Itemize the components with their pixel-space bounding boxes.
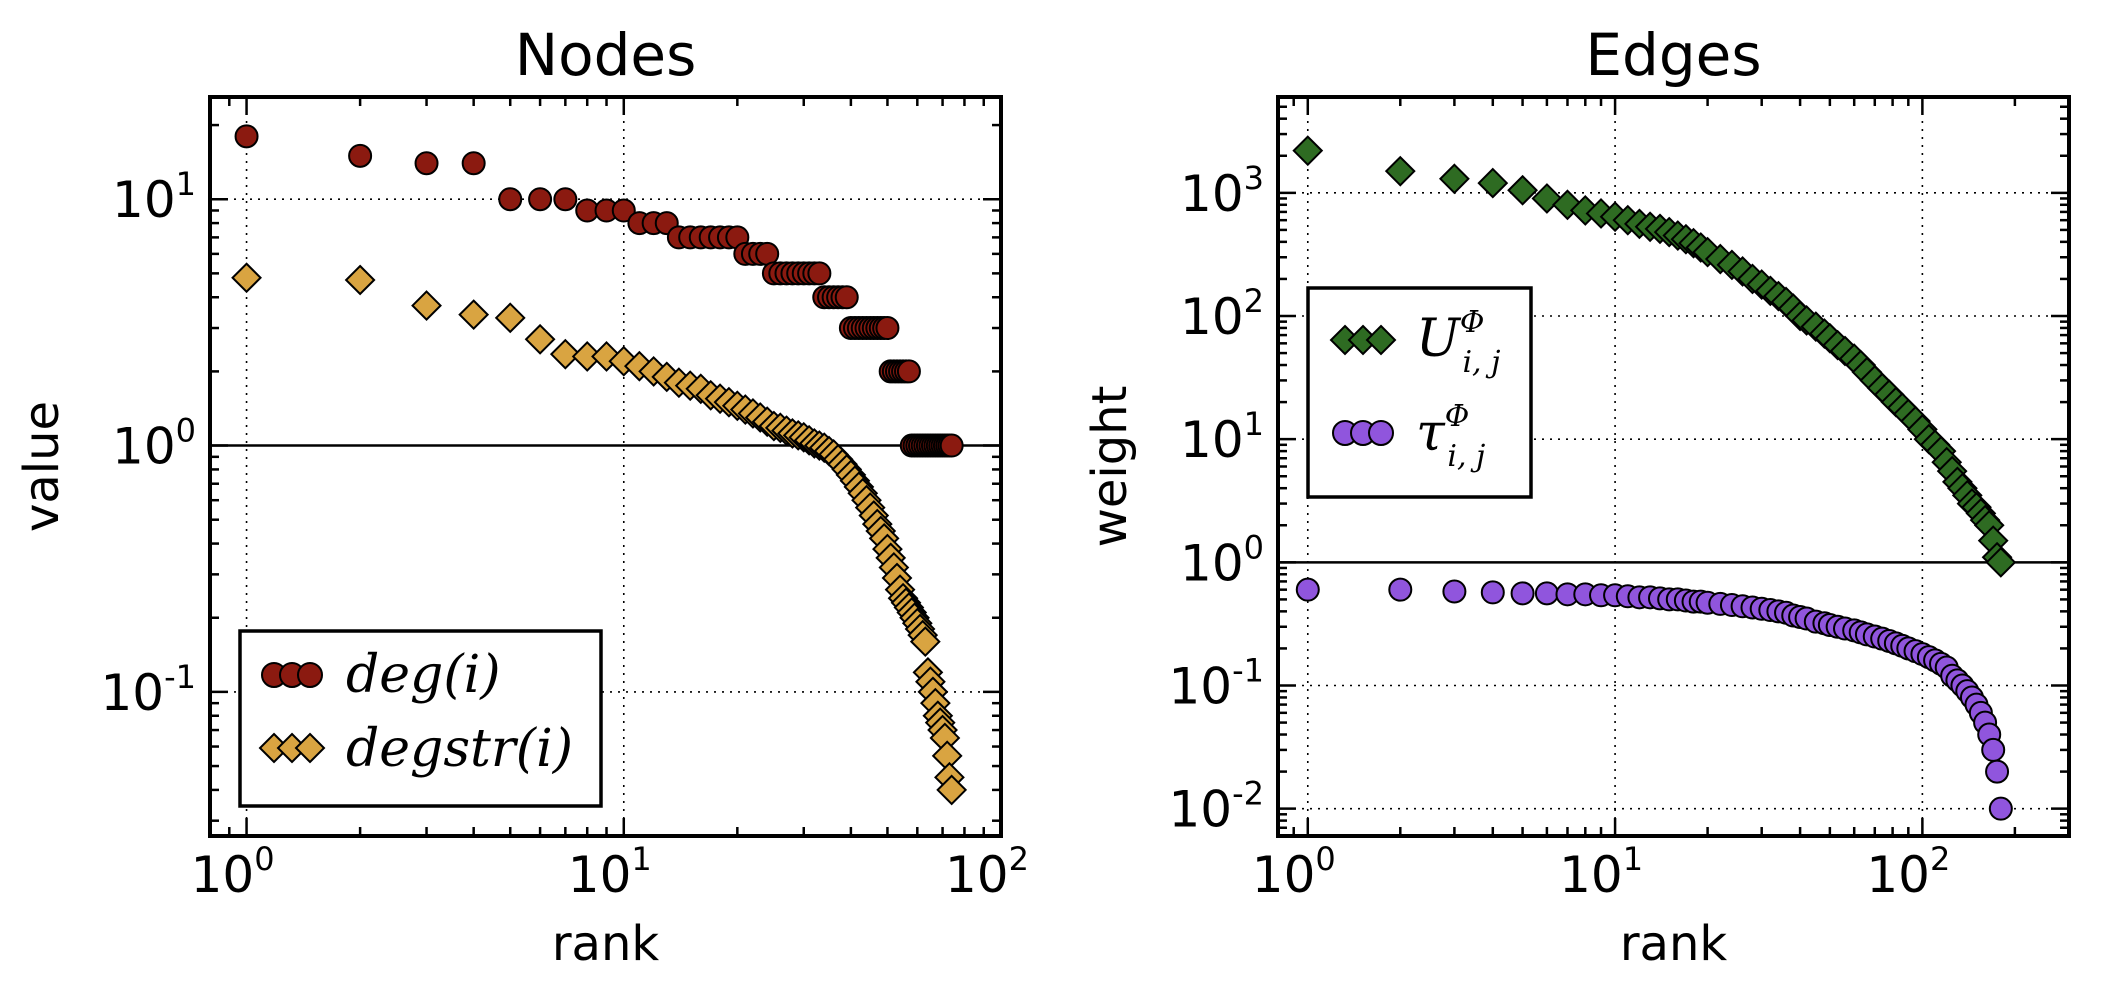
data-point — [909, 626, 941, 658]
data-point — [458, 299, 490, 331]
data-point — [553, 187, 578, 212]
data-point — [1507, 174, 1538, 206]
legend-marker-tau — [1332, 420, 1394, 446]
nodes-ticks: 100 101 102 10-1 100 101 — [100, 97, 1029, 904]
series-1-points — [231, 262, 968, 806]
data-point — [611, 198, 636, 223]
legend-marker-u — [1329, 324, 1397, 356]
nodes-grid — [210, 97, 1001, 836]
data-point — [234, 124, 259, 149]
data-point — [875, 316, 900, 341]
data-point — [549, 338, 581, 370]
x-tick-label: 102 — [1866, 840, 1950, 904]
x-tick-label: 102 — [945, 840, 1029, 904]
data-point — [1388, 577, 1413, 602]
series-0-points — [234, 124, 964, 458]
legend-label-deg: deg(i) — [346, 645, 501, 705]
data-point — [498, 187, 523, 212]
nodes-chart-title: Nodes — [515, 21, 697, 89]
nodes-y-axis-label: value — [14, 401, 70, 532]
data-point — [1384, 155, 1416, 187]
edges-y-axis-label: weight — [1082, 386, 1138, 548]
data-point — [1985, 759, 2010, 784]
data-point — [1981, 737, 2006, 762]
nodes-chart: Nodes 100 101 102 10-1 100 101 rank value deg… — [14, 21, 1029, 972]
data-point — [411, 290, 442, 322]
nodes-legend: deg(i) degstr(i) — [238, 629, 603, 808]
y-tick-label: 10-2 — [1168, 775, 1264, 839]
edges-ticks: 100 101 102 10-2 10-1 100 101 102 103 — [1168, 95, 2071, 904]
x-tick-label: 101 — [568, 840, 652, 904]
nodes-x-axis-label: rank — [552, 916, 660, 972]
y-tick-label: 10-1 — [100, 658, 196, 722]
y-tick-label: 100 — [112, 412, 196, 476]
data-point — [807, 261, 832, 286]
edges-legend-box — [1306, 286, 1533, 499]
series-1-points — [1295, 577, 2013, 821]
y-tick-label: 101 — [1180, 405, 1264, 469]
edges-markers — [1292, 135, 2017, 821]
x-tick-label: 100 — [191, 840, 275, 904]
data-point — [344, 264, 376, 296]
edges-x-axis-label: rank — [1620, 916, 1728, 972]
data-point — [528, 187, 553, 212]
edges-chart: Edges 100 101 102 10-2 10-1 100 101 102 103 rank… — [1082, 21, 2071, 972]
data-point — [1292, 135, 1324, 167]
x-tick-label: 100 — [1252, 840, 1336, 904]
y-tick-label: 103 — [1180, 159, 1264, 223]
data-point — [1985, 546, 2017, 578]
nodes-legend-box — [238, 629, 603, 808]
y-tick-label: 100 — [1180, 528, 1264, 592]
y-tick-label: 102 — [1180, 282, 1264, 346]
y-tick-label: 10-1 — [1168, 652, 1264, 716]
x-tick-label: 101 — [1559, 840, 1643, 904]
data-point — [494, 302, 526, 334]
data-point — [461, 151, 486, 176]
data-point — [1480, 580, 1505, 605]
data-point — [1477, 167, 1509, 199]
y-tick-label: 101 — [112, 165, 196, 229]
data-point — [834, 285, 859, 310]
nodes-markers — [231, 124, 968, 806]
legend-label-degstr: degstr(i) — [346, 719, 573, 779]
data-point — [936, 774, 968, 806]
data-point — [348, 143, 373, 168]
edges-chart-title: Edges — [1585, 21, 1761, 89]
data-point — [414, 151, 439, 176]
data-point — [1442, 579, 1467, 604]
data-point — [1438, 163, 1470, 195]
data-point — [524, 323, 556, 355]
data-point — [1510, 581, 1535, 606]
data-point — [231, 262, 262, 294]
data-point — [896, 359, 921, 384]
data-point — [939, 433, 964, 458]
legend-marker-degstr — [258, 732, 326, 764]
legend-marker-deg — [261, 662, 323, 688]
data-point — [1295, 577, 1320, 602]
series-0-points — [1292, 135, 2017, 578]
data-point — [1988, 796, 2013, 821]
edges-legend: UΦ i, j τΦ i, j — [1306, 286, 1533, 499]
data-point — [1534, 581, 1559, 606]
